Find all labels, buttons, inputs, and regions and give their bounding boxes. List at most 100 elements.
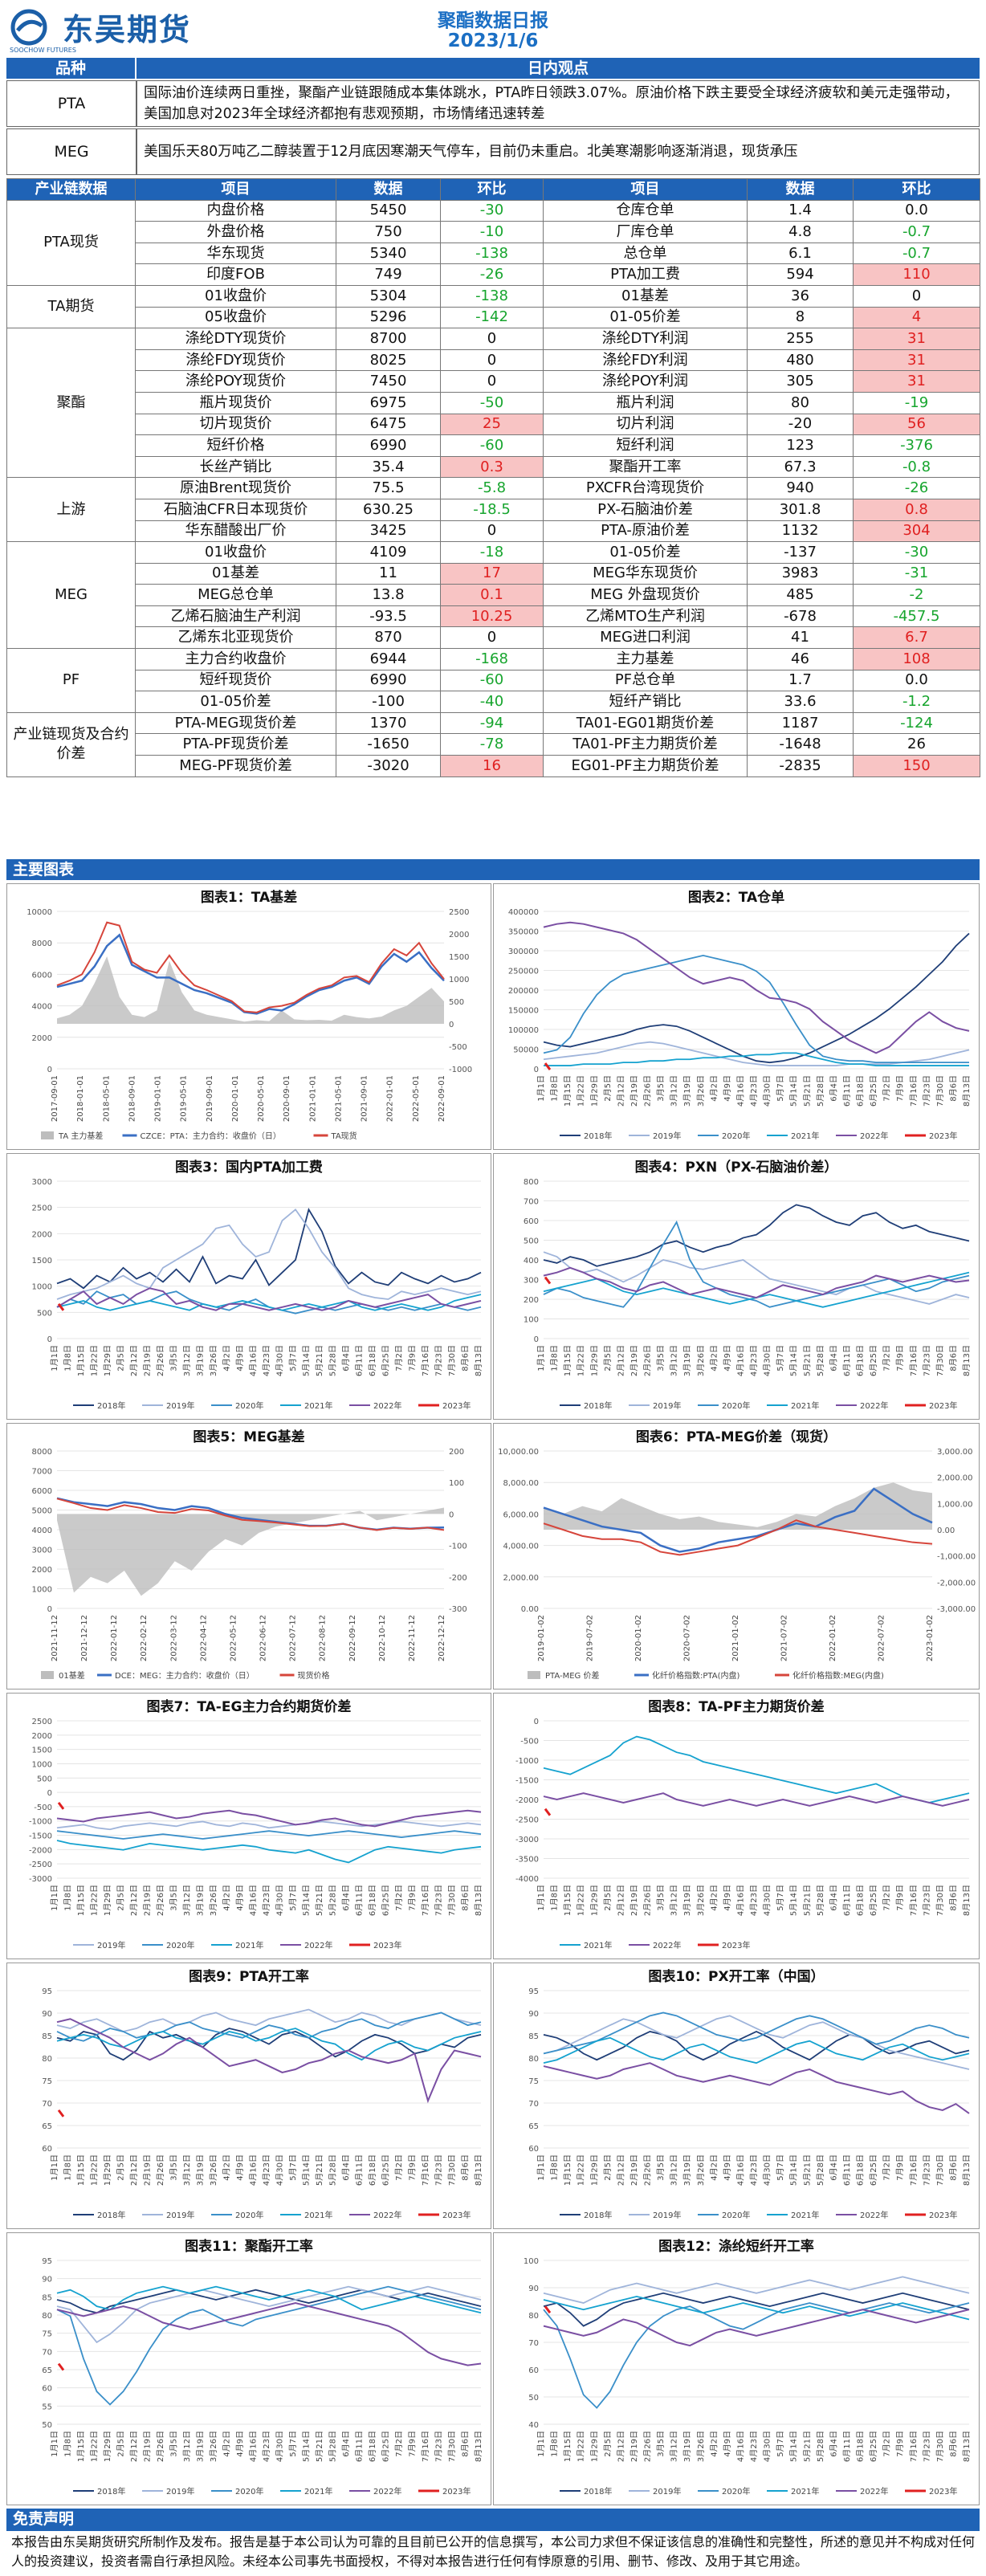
group-name-cell: PF <box>7 649 136 713</box>
legend-item: 2018年 <box>560 1400 612 1411</box>
legend-item: PTA-MEG 价差 <box>528 1670 599 1681</box>
y2-tick-label: -1,000.00 <box>937 1553 976 1562</box>
x-tick-label: 5月14日 <box>302 1345 312 1376</box>
x-tick-label: 2月5日 <box>603 1345 613 1372</box>
chart-title: 图表2：TA仓单 <box>494 886 979 906</box>
y-tick-label: 500 <box>524 1237 539 1246</box>
x-tick-label: 3月26日 <box>209 2154 218 2186</box>
x-tick-label: 5月28日 <box>816 2154 825 2186</box>
table-row: PF 主力合约收盘价 6944 -168 主力基差 46 108 <box>7 649 980 670</box>
x-tick-label: 5月14日 <box>789 2431 799 2462</box>
x-tick-label: 3月19日 <box>196 2154 206 2186</box>
svg-text:2022年: 2022年 <box>373 2210 401 2220</box>
x-tick-label: 4月23日 <box>262 1885 271 1916</box>
item-name-cell: 切片现货价 <box>136 414 336 435</box>
y-tick-label: 1500 <box>32 1257 52 1266</box>
item-name-cell: PTA-PF现货价差 <box>136 734 336 756</box>
x-tick-label: 4月16日 <box>735 1075 745 1107</box>
change-cell: -1.2 <box>854 691 980 713</box>
y-tick-label: 80 <box>42 2312 52 2321</box>
x-tick-label: 2019-09-01 <box>206 1075 214 1122</box>
x-tick-label: 1月8日 <box>550 1885 560 1911</box>
x-tick-label: 7月16日 <box>909 1075 919 1107</box>
item-name-cell: 瓶片利润 <box>544 392 748 414</box>
x-tick-label: 8月6日 <box>948 2431 958 2457</box>
x-tick-label: 3月26日 <box>696 2154 706 2186</box>
x-tick-label: 5月28日 <box>816 2431 825 2462</box>
y-tick-label: 60 <box>42 2385 52 2394</box>
x-tick-label: 7月16日 <box>421 1345 430 1376</box>
table-row: MEG 01收盘价 4109 -18 01-05价差 -137 -30 <box>7 542 980 564</box>
item-name-cell: 涤纶FDY现货价 <box>136 349 336 371</box>
legend-item: 2023年 <box>418 2210 471 2220</box>
x-tick-label: 4月30日 <box>763 1075 772 1107</box>
x-tick-label: 3月26日 <box>696 2431 706 2462</box>
y-tick-label: 350000 <box>508 928 539 937</box>
svg-text:2021年: 2021年 <box>791 1400 819 1411</box>
item-name-cell: 主力基差 <box>544 649 748 670</box>
series-y2022 <box>544 923 969 1054</box>
y-tick-label: 6000 <box>32 971 52 980</box>
x-tick-label: 7月30日 <box>935 1075 945 1107</box>
y-tick-label: 80 <box>528 2055 539 2064</box>
table-row: PTA-PF现货价差 -1650 -78 TA01-PF主力期货价差 -1648 26 <box>7 734 980 756</box>
y-tick-label: 2000 <box>32 1034 52 1043</box>
value-cell: 3425 <box>336 520 441 542</box>
legend-item: TA现货 <box>314 1131 357 1141</box>
x-tick-label: 7月23日 <box>922 1075 931 1107</box>
value-cell: 5450 <box>336 200 441 222</box>
x-tick-label: 6月11日 <box>355 2154 365 2186</box>
y2-tick-label: 2500 <box>449 908 469 917</box>
y-tick-label: -500 <box>34 1804 52 1812</box>
x-tick-label: 1月1日 <box>50 1885 59 1911</box>
item-name-cell: 01收盘价 <box>136 542 336 564</box>
x-tick-label: 4月16日 <box>249 2431 259 2462</box>
x-tick-label: 2月5日 <box>116 1885 126 1911</box>
change-cell: -50 <box>441 392 544 414</box>
series-y2018 <box>57 2028 481 2060</box>
y-tick-label: -1000 <box>515 1757 539 1766</box>
value-cell: 485 <box>748 585 854 606</box>
series-y2022 <box>544 2063 969 2113</box>
x-tick-label: 6月11日 <box>355 1345 365 1376</box>
y-tick-label: 50 <box>42 2421 52 2430</box>
item-name-cell: TA01-PF主力期货价差 <box>544 734 748 756</box>
y-tick-label: 8,000.00 <box>503 1479 539 1488</box>
y-tick-label: 500 <box>37 1309 52 1318</box>
group-name-cell: 聚酯 <box>7 328 136 478</box>
x-tick-label: 6月11日 <box>842 1885 852 1916</box>
x-tick-label: 7月23日 <box>922 1885 931 1916</box>
y-tick-label: 70 <box>42 2348 52 2357</box>
x-tick-label: 6月4日 <box>829 2431 838 2457</box>
y-tick-label: 1000 <box>32 1586 52 1595</box>
change-cell: 6.7 <box>854 627 980 649</box>
svg-text:2019年: 2019年 <box>653 1131 681 1141</box>
svg-text:2018年: 2018年 <box>97 2210 125 2220</box>
x-tick-label: 2018-05-01 <box>102 1075 111 1122</box>
x-tick-label: 5月21日 <box>802 1075 812 1107</box>
x-tick-label: 7月9日 <box>895 2154 905 2181</box>
y2-tick-label: 3,000.00 <box>937 1448 973 1457</box>
x-tick-label: 7月16日 <box>421 2431 430 2462</box>
change-cell: -18.5 <box>441 499 544 520</box>
value-cell: -3020 <box>336 756 441 777</box>
value-cell: 1.4 <box>748 200 854 222</box>
change-cell: 0.1 <box>441 585 544 606</box>
legend-item: 2019年 <box>629 2486 681 2497</box>
x-tick-label: 7月16日 <box>421 2154 430 2186</box>
x-tick-label: 3月19日 <box>682 2431 692 2462</box>
x-tick-label: 4月30日 <box>763 2154 772 2186</box>
chart-svg: 10,000.008,000.006,000.004,000.002,000.0… <box>494 1445 979 1689</box>
svg-text:TA现货: TA现货 <box>331 1131 357 1141</box>
item-name-cell: 印度FOB <box>136 264 336 286</box>
x-tick-label: 1月15日 <box>563 2431 572 2462</box>
svg-text:2022年: 2022年 <box>373 1400 401 1411</box>
value-cell: 255 <box>748 328 854 350</box>
svg-text:2023年: 2023年 <box>929 2486 957 2497</box>
x-tick-label: 6月18日 <box>856 2154 866 2186</box>
x-tick-label: 3月26日 <box>696 1345 706 1376</box>
x-tick-label: 8月13日 <box>962 2431 972 2462</box>
x-tick-label: 7月23日 <box>434 2154 444 2186</box>
value-cell: -20 <box>748 414 854 435</box>
y2-tick-label: -2,000.00 <box>937 1579 976 1588</box>
